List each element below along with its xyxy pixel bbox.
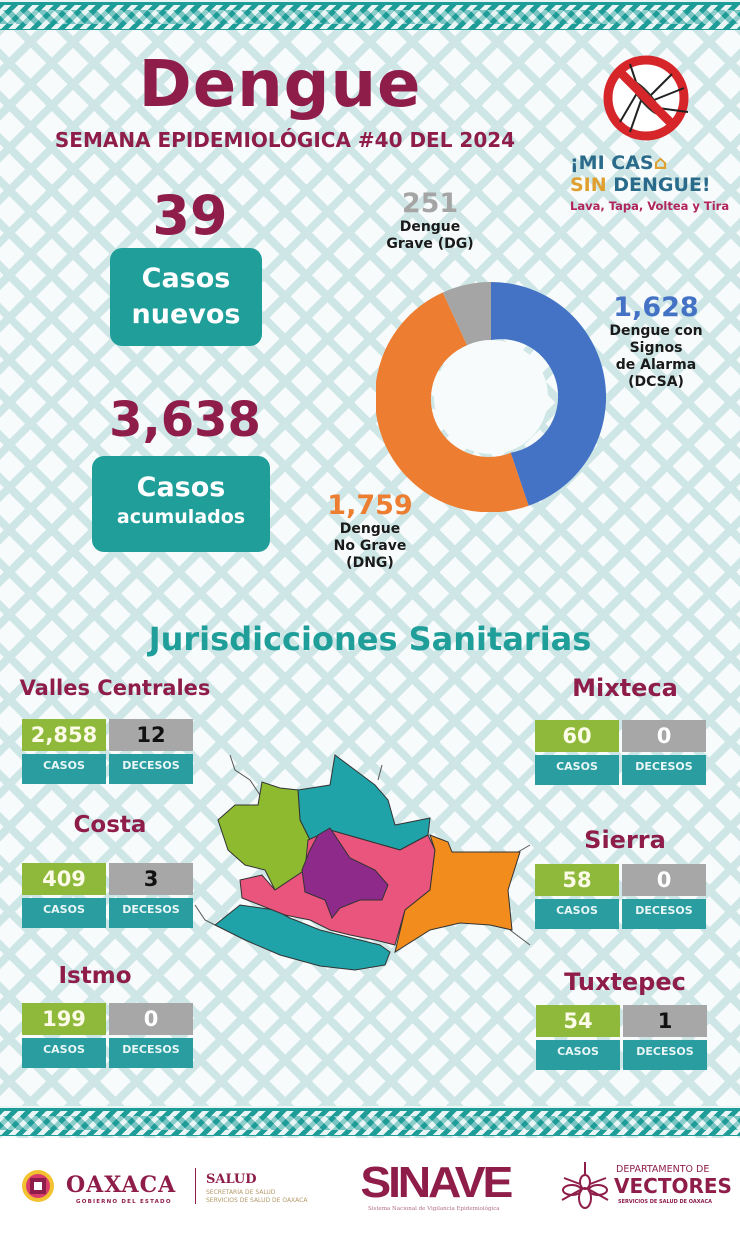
cases-label: CASOS (535, 755, 619, 785)
campaign-logo: ¡MI CAS⌂ SIN DENGUE! Lava, Tapa, Voltea … (570, 152, 730, 213)
oaxaca-emblem-icon (20, 1168, 56, 1204)
new-cases-label-2: nuevos (131, 299, 241, 330)
label-dengue-no-grave: 1,759 Dengue No Grave (DNG) (318, 490, 422, 572)
label-dengue-signos-alarma: 1,628 Dengue con Signos de Alarma (DCSA) (596, 292, 716, 391)
footer-divider (195, 1168, 196, 1204)
cases-value: 54 (536, 1005, 620, 1037)
dcsa-label-3: de Alarma (615, 357, 697, 373)
footer (0, 1138, 740, 1236)
region-name: Costa (73, 812, 147, 838)
footer-salud: SALUD (206, 1172, 257, 1187)
deaths-label: DECESOS (623, 1040, 707, 1070)
section-title-jurisdictions: Jurisdicciones Sanitarias (148, 620, 592, 658)
dg-value: 251 (401, 188, 459, 219)
cumulative-cases-box: Casos acumulados (92, 456, 270, 552)
region-stats-mixteca: 60 0 CASOS DECESOS (535, 720, 706, 785)
deaths-value: 3 (109, 863, 193, 895)
dg-label-2: Grave (DG) (386, 236, 474, 252)
campaign-line2a: SIN (570, 174, 607, 196)
deaths-label: DECESOS (109, 754, 193, 784)
deaths-label: DECESOS (109, 898, 193, 928)
mosquito-vector-icon (560, 1160, 610, 1212)
dcsa-label-2: Signos (629, 340, 683, 356)
oaxaca-jurisdictions-map (190, 740, 540, 980)
dg-label-1: Dengue (399, 219, 461, 235)
deaths-label: DECESOS (109, 1038, 193, 1068)
page-title: Dengue (138, 48, 422, 122)
dcsa-value: 1,628 (613, 292, 699, 323)
deaths-label: DECESOS (622, 755, 706, 785)
region-stats-istmo: 199 0 CASOS DECESOS (22, 1003, 193, 1068)
campaign-line1: ¡MI CAS (570, 152, 654, 174)
cases-value: 409 (22, 863, 106, 895)
cases-value: 60 (535, 720, 619, 752)
label-dengue-grave: 251 Dengue Grave (DG) (380, 188, 480, 253)
cases-value: 58 (535, 864, 619, 896)
deaths-value: 0 (622, 864, 706, 896)
cases-label: CASOS (22, 754, 106, 784)
region-name: Tuxtepec (564, 968, 686, 996)
region-stats-tuxtepec: 54 1 CASOS DECESOS (536, 1005, 707, 1070)
new-cases-box: Casos nuevos (110, 248, 262, 346)
deaths-value: 0 (109, 1003, 193, 1035)
region-name: Sierra (584, 826, 666, 854)
region-name: Valles Centrales (19, 676, 211, 700)
footer-vectores: VECTORES (614, 1174, 732, 1198)
dng-label-1: Dengue (339, 521, 401, 537)
deaths-value: 0 (622, 720, 706, 752)
footer-salud-sub2: SERVICIOS DE SALUD DE OAXACA (206, 1197, 308, 1204)
cases-label: CASOS (22, 898, 106, 928)
deaths-value: 1 (623, 1005, 707, 1037)
donut-chart (374, 281, 607, 513)
dcsa-label-4: (DCSA) (628, 374, 684, 390)
bottom-decorative-border (0, 1106, 740, 1136)
footer-sinave-sub: Sistema Nacional de Vigilancia Epidemiol… (368, 1206, 500, 1212)
cases-label: CASOS (22, 1038, 106, 1068)
house-icon: ⌂ (653, 152, 668, 174)
cumulative-cases-value: 3,638 (109, 392, 261, 448)
deaths-label: DECESOS (622, 899, 706, 929)
cases-value: 2,858 (22, 719, 106, 751)
dng-label-2: No Grave (333, 538, 407, 554)
cases-label: CASOS (536, 1040, 620, 1070)
campaign-line2b: DENGUE! (613, 174, 711, 196)
region-stats-costa: 409 3 CASOS DECESOS (22, 863, 193, 928)
footer-oaxaca: OAXACA (66, 1172, 177, 1198)
footer-sinave-logo: SINAVE (360, 1158, 513, 1207)
footer-salud-sub1: SECRETARÍA DE SALUD (206, 1189, 276, 1196)
no-mosquito-icon (600, 52, 692, 144)
region-name: Mixteca (572, 674, 678, 702)
new-cases-value: 39 (152, 184, 228, 247)
footer-vectores-top: DEPARTAMENTO DE (616, 1164, 710, 1175)
page-subtitle: SEMANA EPIDEMIOLÓGICA #40 DEL 2024 (54, 128, 516, 152)
dng-value: 1,759 (327, 490, 413, 521)
cases-value: 199 (22, 1003, 106, 1035)
top-decorative-border (0, 0, 740, 30)
dcsa-label-1: Dengue con (609, 323, 703, 339)
deaths-value: 12 (109, 719, 193, 751)
campaign-slogan: Lava, Tapa, Voltea y Tira (570, 199, 730, 213)
cumulative-label-2: acumulados (116, 506, 246, 528)
cases-label: CASOS (535, 899, 619, 929)
new-cases-label-1: Casos (141, 263, 231, 294)
footer-vectores-sub: SERVICIOS DE SALUD DE OAXACA (618, 1199, 713, 1205)
cumulative-label-1: Casos (136, 472, 226, 503)
dng-label-3: (DNG) (346, 555, 394, 571)
region-stats-valles-centrales: 2,858 12 CASOS DECESOS (22, 719, 193, 784)
region-name: Istmo (58, 963, 132, 989)
region-stats-sierra: 58 0 CASOS DECESOS (535, 864, 706, 929)
footer-oaxaca-sub: GOBIERNO DEL ESTADO (76, 1199, 172, 1205)
